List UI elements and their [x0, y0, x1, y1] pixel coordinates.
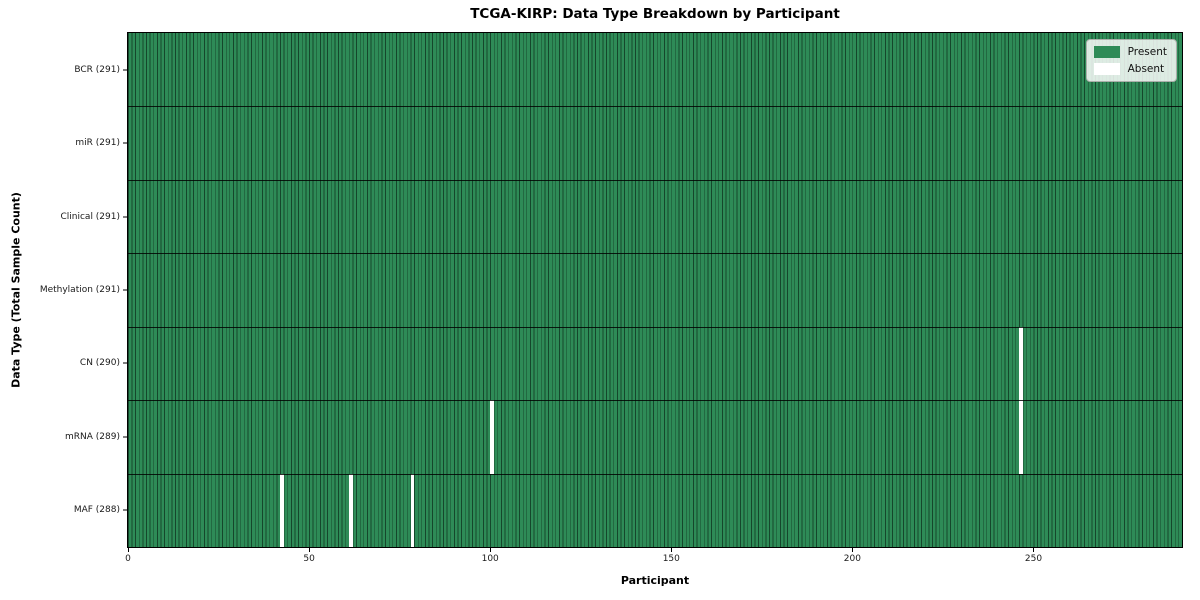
x-tick-mark [309, 548, 311, 552]
y-tick-label-mrna: mRNA (289) [65, 431, 120, 442]
y-tick-label-methylation: Methylation (291) [39, 285, 120, 295]
x-tick-label-100: 100 [481, 554, 499, 564]
y-axis-label: Data Type (Total Sample Count) [9, 192, 23, 388]
heatmap-row-maf [128, 473, 1182, 547]
absent-cell-mrna-246 [1019, 400, 1023, 474]
absent-cell-maf-61 [348, 473, 353, 547]
legend-entry-absent: Absent [1093, 63, 1167, 75]
y-tick-mark [123, 289, 127, 291]
legend: Present Absent [1085, 39, 1177, 82]
legend-label: Absent [1127, 63, 1165, 75]
heatmap-row-bcr [128, 33, 1182, 107]
heatmap-row-methylation [128, 253, 1182, 327]
y-tick-label-maf: MAF (288) [73, 505, 120, 516]
x-tick-mark [671, 548, 673, 552]
x-tick-label-250: 250 [1024, 554, 1043, 564]
row-separator [128, 473, 1182, 475]
row-separator [128, 106, 1182, 108]
y-tick-label-bcr: BCR (291) [74, 64, 120, 75]
chart-title: TCGA-KIRP: Data Type Breakdown by Partic… [470, 6, 840, 22]
legend-label: Present [1127, 46, 1167, 58]
absent-cell-maf-42 [280, 473, 284, 547]
x-tick-mark [490, 548, 492, 552]
row-separator [128, 326, 1182, 328]
y-tick-mark [123, 436, 127, 438]
absent-swatch-icon [1093, 63, 1120, 75]
legend-entry-present: Present [1093, 46, 1167, 58]
heatmap-row-mrna [128, 400, 1182, 474]
x-tick-label-50: 50 [303, 554, 315, 564]
y-tick-mark [123, 69, 127, 71]
absent-cell-cn-246 [1019, 326, 1023, 401]
y-tick-mark [123, 142, 127, 144]
y-tick-label-clinical: Clinical (291) [60, 211, 120, 222]
x-tick-mark [128, 548, 129, 552]
y-tick-mark [123, 216, 127, 218]
x-tick-mark [1033, 548, 1035, 552]
heatmap-row-mir [128, 106, 1182, 180]
x-tick-mark [852, 548, 854, 552]
x-tick-label-0: 0 [125, 554, 131, 564]
absent-cell-mrna-100 [490, 400, 494, 474]
x-axis-label: Participant [620, 574, 690, 587]
heatmap-row-clinical [128, 179, 1182, 254]
y-tick-mark [123, 509, 127, 511]
absent-cell-maf-78 [410, 473, 415, 547]
y-tick-mark [123, 362, 127, 364]
y-tick-label-mir: miR (291) [75, 138, 120, 149]
present-swatch-icon [1093, 46, 1120, 58]
plot-area: Present Absent [127, 32, 1183, 548]
x-tick-label-200: 200 [843, 554, 861, 564]
heatmap-row-cn [128, 326, 1182, 401]
row-separator [128, 179, 1182, 181]
row-separator [128, 253, 1182, 255]
y-tick-label-cn: CN (290) [79, 358, 120, 369]
x-tick-label-150: 150 [662, 554, 680, 564]
row-separator [128, 400, 1182, 402]
